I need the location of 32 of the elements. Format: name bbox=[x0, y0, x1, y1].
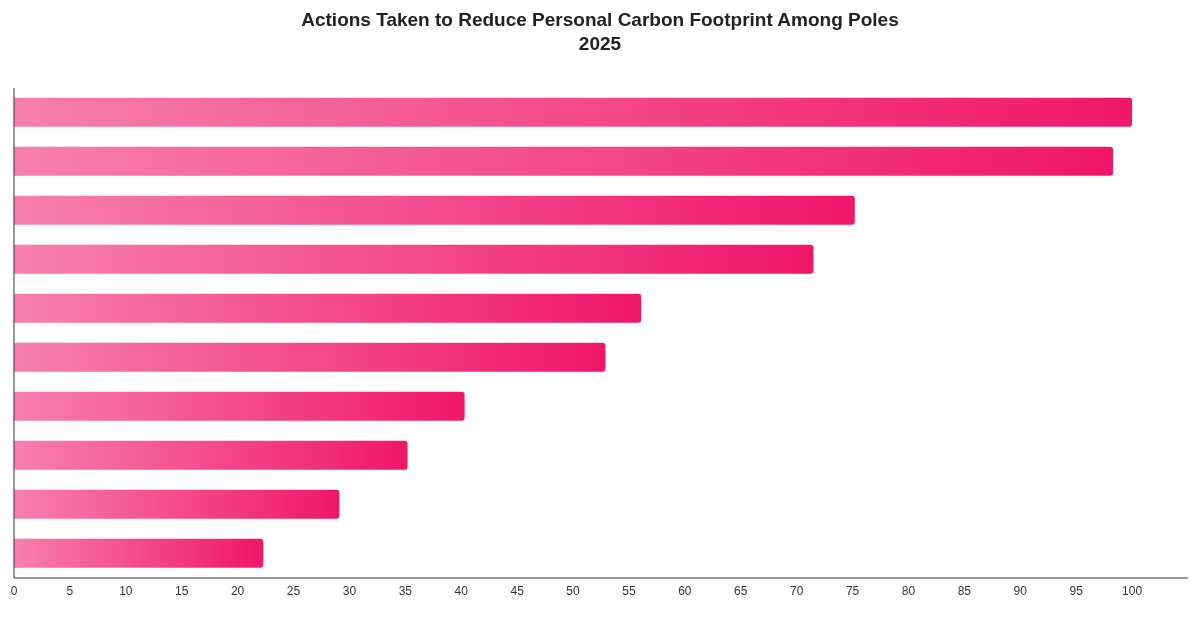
x-tick-label: 40 bbox=[454, 583, 469, 598]
x-tick-label: 10 bbox=[119, 583, 133, 598]
x-tick-label: 80 bbox=[901, 583, 916, 598]
chart-title: Actions Taken to Reduce Personal Carbon Footprint Among Poles 2025 bbox=[300, 8, 900, 56]
x-tick-label: 95 bbox=[1069, 583, 1084, 598]
x-tick-label: 70 bbox=[789, 583, 804, 598]
bar bbox=[14, 195, 855, 225]
x-tick-label: 55 bbox=[622, 583, 636, 598]
x-tick-label: 50 bbox=[566, 583, 581, 598]
bar bbox=[14, 440, 408, 470]
x-tick-label: 75 bbox=[845, 583, 860, 598]
bar bbox=[14, 146, 1114, 176]
x-tick-label: 20 bbox=[230, 583, 245, 598]
bar bbox=[14, 489, 340, 519]
x-tick-label: 45 bbox=[510, 583, 525, 598]
bar bbox=[14, 342, 606, 372]
x-tick-label: 90 bbox=[1013, 583, 1028, 598]
x-tick-label: 60 bbox=[678, 583, 692, 598]
bar bbox=[14, 391, 465, 421]
x-tick-label: 25 bbox=[286, 583, 301, 598]
bar bbox=[14, 244, 814, 274]
x-tick-label: 30 bbox=[342, 583, 357, 598]
x-tick-label: 35 bbox=[398, 583, 413, 598]
bar bbox=[14, 538, 264, 568]
bar bbox=[14, 97, 1133, 127]
x-tick-label: 5 bbox=[66, 583, 74, 598]
x-tick-label: 15 bbox=[175, 583, 189, 598]
x-tick-label: 100 bbox=[1122, 583, 1143, 598]
x-tick-label: 65 bbox=[734, 583, 748, 598]
x-tick-label: 0 bbox=[10, 583, 18, 598]
bar bbox=[14, 293, 642, 323]
x-tick-label: 85 bbox=[957, 583, 972, 598]
